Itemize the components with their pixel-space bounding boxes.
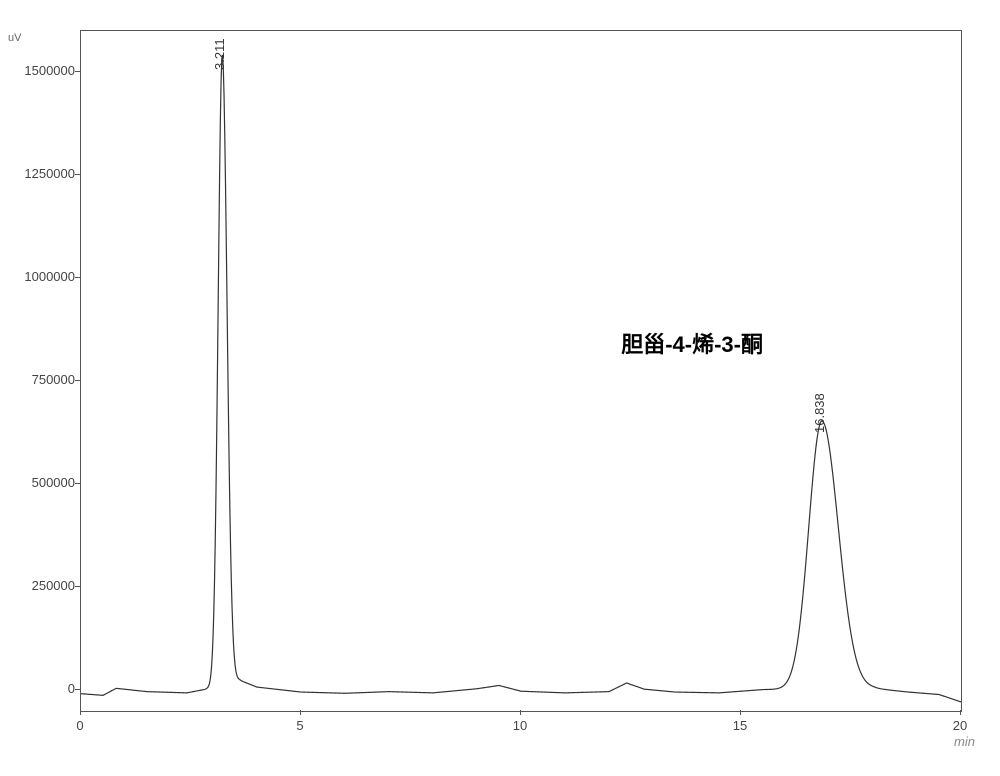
y-tick bbox=[75, 174, 80, 175]
x-tick-label: 0 bbox=[76, 718, 83, 733]
y-tick-label: 1000000 bbox=[5, 269, 75, 284]
y-tick-label: 750000 bbox=[5, 372, 75, 387]
x-tick bbox=[960, 710, 961, 715]
y-tick bbox=[75, 71, 80, 72]
x-tick-label: 5 bbox=[296, 718, 303, 733]
x-tick-label: 20 bbox=[953, 718, 967, 733]
x-tick bbox=[80, 710, 81, 715]
peak-retention-label: 16.838 bbox=[812, 393, 827, 433]
chromatogram-chart: uV 0 250000 500000 750000 1000000 1250000 1500… bbox=[0, 0, 1000, 776]
x-axis-label: min bbox=[954, 734, 975, 749]
x-tick bbox=[520, 710, 521, 715]
y-tick bbox=[75, 380, 80, 381]
x-tick-label: 15 bbox=[733, 718, 747, 733]
chromatogram-line bbox=[81, 31, 961, 711]
y-tick-label: 500000 bbox=[5, 475, 75, 490]
y-tick-label: 250000 bbox=[5, 578, 75, 593]
compound-annotation: 胆甾-4-烯-3-酮 bbox=[621, 327, 763, 359]
peak-retention-label: 3.211 bbox=[212, 38, 227, 70]
y-tick-label: 0 bbox=[5, 681, 75, 696]
x-tick bbox=[740, 710, 741, 715]
y-tick-label: 1500000 bbox=[5, 63, 75, 78]
y-tick bbox=[75, 689, 80, 690]
y-tick bbox=[75, 277, 80, 278]
y-axis-unit: uV bbox=[8, 32, 21, 44]
x-tick-label: 10 bbox=[513, 718, 527, 733]
plot-area bbox=[80, 30, 962, 712]
x-tick bbox=[300, 710, 301, 715]
y-tick-label: 1250000 bbox=[5, 166, 75, 181]
y-tick bbox=[75, 483, 80, 484]
y-tick bbox=[75, 586, 80, 587]
